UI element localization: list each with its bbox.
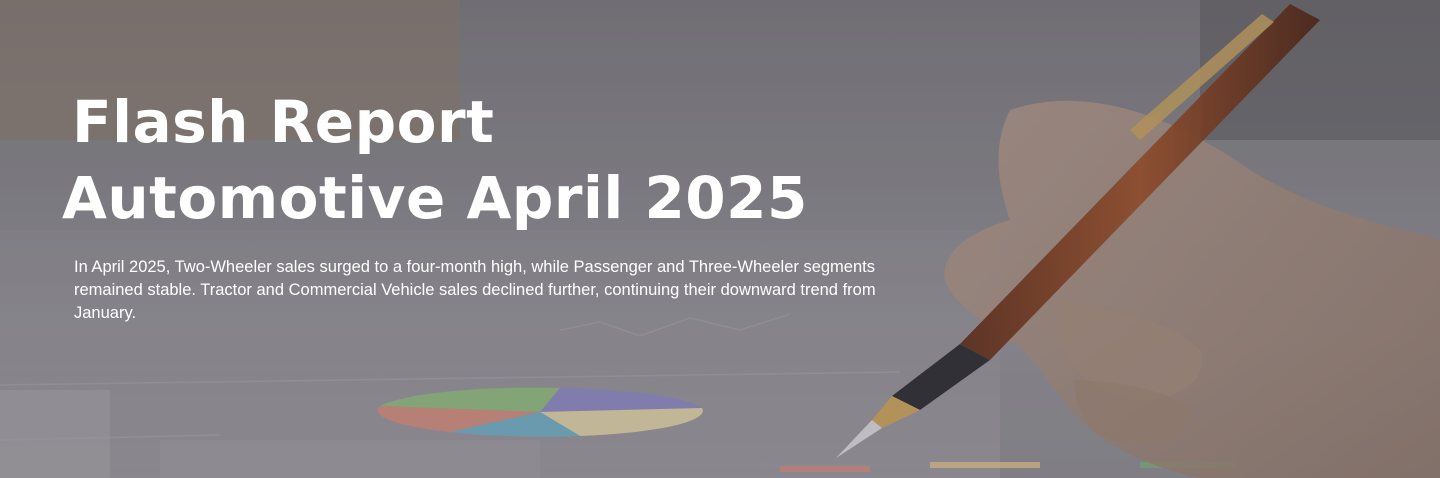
paper-sheet-left [0,390,110,478]
hand-graphic [944,100,1440,478]
background-blur-warm [0,0,460,140]
paper-sheet-bottom [160,440,540,478]
faint-chart-lines [0,313,901,441]
pie-chart-graphic [377,387,703,437]
title-line-1: Flash Report [72,88,495,156]
title-line-2: Automotive April 2025 [62,164,808,232]
fountain-pen-graphic [836,4,1320,458]
report-description: In April 2025, Two-Wheeler sales surged … [74,258,876,322]
page-title: Flash Report Automotive April 2025 [62,84,808,236]
